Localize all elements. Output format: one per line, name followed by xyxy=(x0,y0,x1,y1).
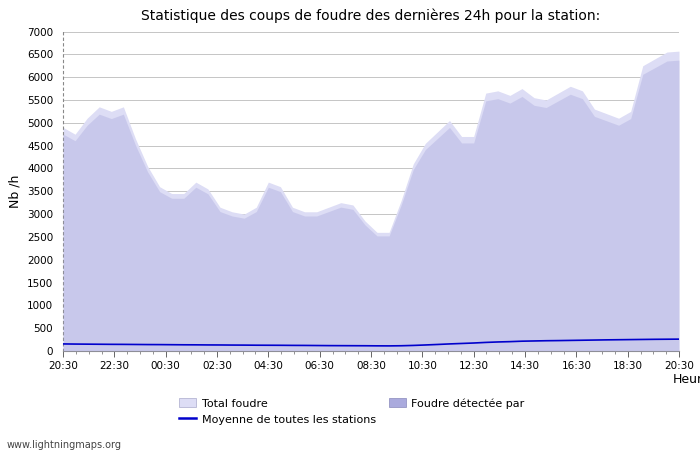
X-axis label: Heure: Heure xyxy=(673,374,700,387)
Legend: Total foudre, Moyenne de toutes les stations, Foudre détectée par: Total foudre, Moyenne de toutes les stat… xyxy=(179,398,524,425)
Text: www.lightningmaps.org: www.lightningmaps.org xyxy=(7,440,122,450)
Title: Statistique des coups de foudre des dernières 24h pour la station:: Statistique des coups de foudre des dern… xyxy=(141,9,601,23)
Y-axis label: Nb /h: Nb /h xyxy=(8,175,22,208)
